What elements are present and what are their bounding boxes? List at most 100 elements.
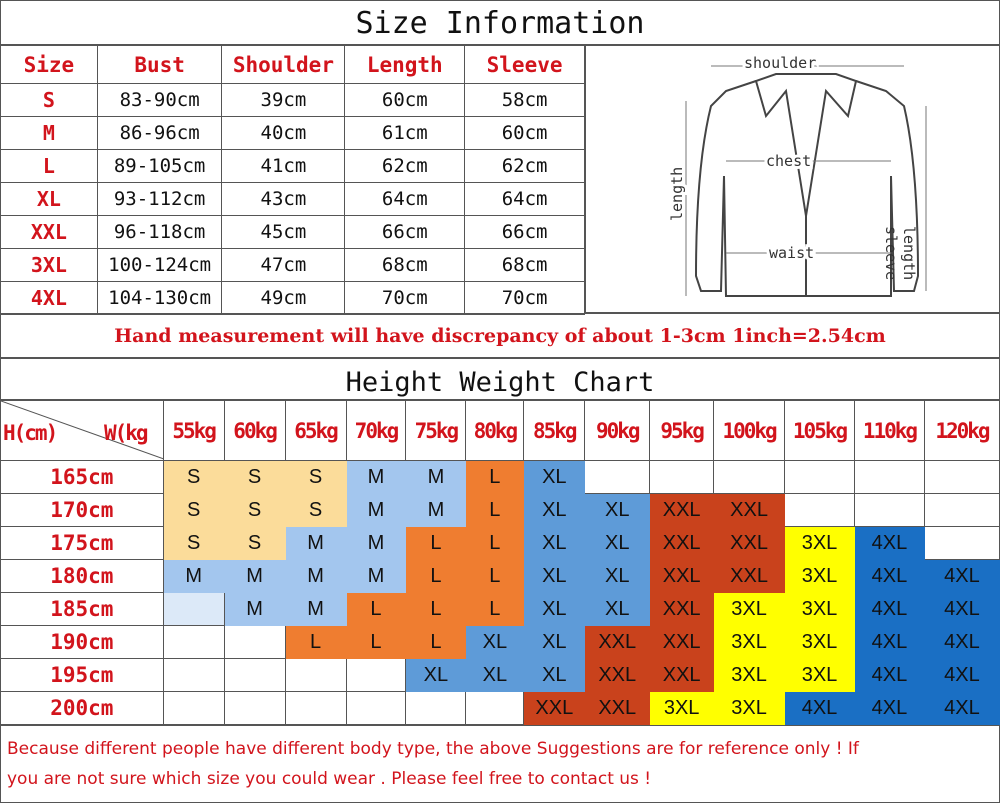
height-label: 200cm: [0, 691, 164, 725]
size-recommendation-cell: M: [345, 526, 407, 560]
size-recommendation-cell: 3XL: [784, 592, 855, 626]
hw-chart-title: Height Weight Chart: [0, 358, 1000, 400]
size-recommendation-cell: M: [284, 526, 347, 560]
height-weight-table: H(cm) W(kg 55kg 60kg 65kg 70kg 75kg 80kg 85kg 90k…: [0, 400, 1000, 725]
size-recommendation-cell: XL: [523, 592, 586, 626]
size-recommendation-cell: XXL: [649, 493, 715, 527]
size-recommendation-cell: 4XL: [784, 691, 855, 725]
size-cell: 83-90cm: [96, 83, 223, 117]
size-recommendation-cell: XL: [584, 592, 651, 626]
height-row: 200cm XXL XXL 3XL 3XL 4XL 4XL 4XL: [0, 691, 1000, 725]
height-label: 180cm: [0, 559, 164, 593]
size-recommendation-cell: XL: [523, 493, 586, 527]
size-recommendation-cell: [923, 526, 1000, 560]
size-recommendation-cell: L: [465, 460, 525, 494]
size-cell: 70cm: [464, 281, 585, 315]
height-label: 165cm: [0, 460, 164, 494]
size-cell: 58cm: [464, 83, 585, 117]
size-row: 3XL 100-124cm 47cm 68cm 68cm: [0, 248, 585, 282]
size-recommendation-cell: XXL: [713, 493, 786, 527]
size-recommendation-cell: M: [223, 559, 286, 593]
size-recommendation-cell: [284, 658, 347, 692]
size-recommendation-cell: M: [405, 493, 467, 527]
size-recommendation-cell: M: [405, 460, 467, 494]
size-recommendation-cell: 3XL: [784, 658, 855, 692]
size-cell: 62cm: [464, 149, 585, 183]
weight-axis-label: W(kg: [104, 421, 149, 445]
size-recommendation-cell: 4XL: [923, 658, 1000, 692]
size-cell: S: [0, 83, 98, 117]
size-recommendation-cell: L: [465, 526, 525, 560]
size-cell: 70cm: [344, 281, 466, 315]
size-cell: 68cm: [464, 248, 585, 282]
size-recommendation-cell: 4XL: [853, 658, 925, 692]
size-header: Shoulder: [221, 45, 346, 84]
size-recommendation-cell: [405, 691, 467, 725]
size-recommendation-cell: L: [345, 625, 407, 659]
size-cell: 104-130cm: [96, 281, 223, 315]
size-recommendation-cell: L: [465, 559, 525, 593]
size-recommendation-cell: XXL: [649, 658, 715, 692]
size-recommendation-cell: M: [345, 559, 407, 593]
size-cell: 60cm: [344, 83, 466, 117]
size-recommendation-cell: S: [284, 493, 347, 527]
weight-header-row: H(cm) W(kg 55kg 60kg 65kg 70kg 75kg 80kg 85kg 90k…: [0, 400, 1000, 461]
size-recommendation-cell: L: [345, 592, 407, 626]
size-recommendation-cell: S: [162, 460, 225, 494]
size-cell: 100-124cm: [96, 248, 223, 282]
size-header: Size: [0, 45, 98, 84]
height-label: 195cm: [0, 658, 164, 692]
size-recommendation-cell: 3XL: [784, 625, 855, 659]
size-recommendation-cell: L: [465, 493, 525, 527]
size-cell: 96-118cm: [96, 215, 223, 249]
height-row: 190cm L L L XL XL XXL XXL 3XL 3XL 4XL 4XL: [0, 625, 1000, 659]
size-recommendation-cell: [162, 592, 225, 626]
size-cell: 66cm: [464, 215, 585, 249]
size-header: Sleeve: [464, 45, 585, 84]
size-recommendation-cell: S: [162, 526, 225, 560]
size-recommendation-cell: XXL: [713, 526, 786, 560]
size-recommendation-cell: [853, 460, 925, 494]
size-recommendation-cell: XXL: [584, 658, 651, 692]
size-recommendation-cell: [223, 625, 286, 659]
size-recommendation-cell: 4XL: [853, 592, 925, 626]
size-row: S 83-90cm 39cm 60cm 58cm: [0, 83, 585, 117]
size-cell: 62cm: [344, 149, 466, 183]
height-label: 185cm: [0, 592, 164, 626]
size-row: M 86-96cm 40cm 61cm 60cm: [0, 116, 585, 150]
size-recommendation-cell: 3XL: [713, 625, 786, 659]
size-cell: 61cm: [344, 116, 466, 150]
size-recommendation-cell: XXL: [649, 559, 715, 593]
size-recommendation-cell: XL: [523, 625, 586, 659]
size-recommendation-cell: [784, 493, 855, 527]
size-recommendation-cell: [465, 691, 525, 725]
size-cell: 64cm: [464, 182, 585, 216]
size-recommendation-cell: XL: [523, 559, 586, 593]
size-recommendation-cell: 4XL: [853, 559, 925, 593]
size-recommendation-cell: S: [284, 460, 347, 494]
size-cell: 47cm: [221, 248, 346, 282]
shirt-diagram: shoulder chest waist length sleeve lengt…: [585, 45, 1000, 313]
size-recommendation-cell: [345, 691, 407, 725]
height-label: 190cm: [0, 625, 164, 659]
weight-header: 65kg: [284, 400, 347, 461]
size-recommendation-cell: XXL: [649, 625, 715, 659]
size-recommendation-cell: XXL: [649, 592, 715, 626]
corner-cell: H(cm) W(kg: [0, 400, 164, 461]
height-row: 195cm XL XL XL XXL XXL 3XL 3XL 4XL 4XL: [0, 658, 1000, 692]
size-recommendation-cell: 4XL: [923, 691, 1000, 725]
size-cell: 64cm: [344, 182, 466, 216]
height-axis-label: H(cm): [3, 421, 58, 445]
size-recommendation-cell: 4XL: [853, 691, 925, 725]
size-recommendation-cell: XL: [465, 658, 525, 692]
size-recommendation-cell: 4XL: [923, 592, 1000, 626]
size-recommendation-cell: XXL: [584, 691, 651, 725]
size-recommendation-cell: L: [405, 625, 467, 659]
weight-header: 55kg: [162, 400, 225, 461]
size-recommendation-cell: M: [284, 592, 347, 626]
size-recommendation-cell: 3XL: [713, 691, 786, 725]
size-recommendation-cell: M: [345, 460, 407, 494]
size-recommendation-cell: [923, 460, 1000, 494]
length-label: length: [668, 167, 686, 221]
size-recommendation-cell: 3XL: [713, 592, 786, 626]
